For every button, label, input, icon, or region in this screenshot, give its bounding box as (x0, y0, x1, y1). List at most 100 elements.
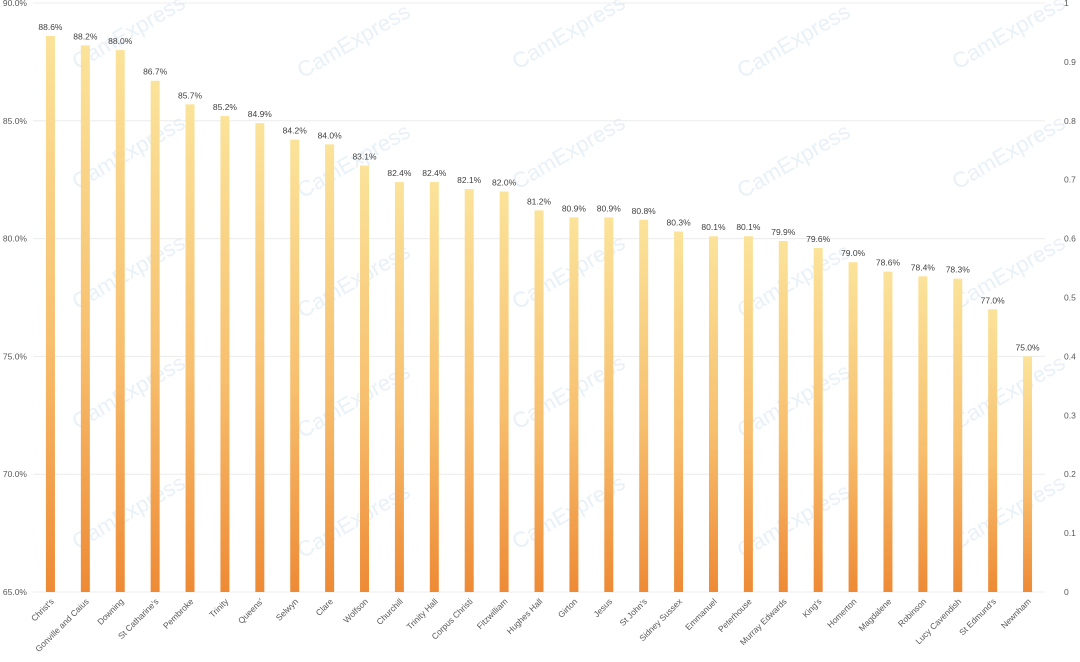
data-label: 79.9% (771, 227, 796, 237)
x-tick-label: Newnham (999, 596, 1033, 630)
bar (45, 35, 55, 592)
y-tick-label: 85.0% (3, 116, 28, 126)
bar (150, 80, 160, 593)
x-tick-label: St Edmund's (957, 596, 998, 637)
data-label: 77.0% (981, 295, 1006, 305)
y-tick-label: 65.0% (3, 587, 28, 597)
bar (185, 104, 195, 593)
data-label: 80.8% (632, 206, 657, 216)
bar (988, 309, 998, 592)
data-label: 82.4% (387, 168, 412, 178)
x-tick-label: Jesus (591, 596, 614, 619)
y-tick-label: 70.0% (3, 469, 28, 479)
y2-tick-label: 1 (1064, 0, 1069, 8)
data-label: 82.4% (422, 168, 447, 178)
y-tick-label: 80.0% (3, 234, 28, 244)
watermark-text: CamExpress (508, 110, 630, 195)
data-label: 86.7% (143, 67, 168, 77)
x-tick-label: Queens' (236, 596, 266, 626)
bars-layer (45, 35, 1033, 593)
bar (464, 189, 474, 592)
bar (918, 276, 928, 592)
data-label: 85.7% (178, 90, 203, 100)
bar (534, 210, 544, 592)
data-label: 84.9% (248, 109, 273, 119)
bar (778, 240, 788, 592)
bar (115, 50, 125, 593)
bar (639, 219, 649, 592)
x-tick-label: Fitzwilliam (475, 596, 510, 631)
watermark-text: CamExpress (733, 118, 855, 203)
y2-tick-label: 0 (1064, 587, 1069, 597)
bar (220, 116, 230, 592)
y2-tick-label: 0.1 (1064, 528, 1076, 538)
y2-tick-label: 0.7 (1064, 175, 1076, 185)
x-tick-label: Homerton (825, 596, 859, 630)
data-label: 80.9% (597, 203, 622, 213)
bar (604, 217, 614, 592)
x-tick-label: Magdalene (857, 596, 894, 633)
x-tick-label: Emmanuel (683, 596, 719, 632)
watermark-text: CamExpress (948, 0, 1070, 74)
bar (290, 139, 300, 592)
bar (848, 262, 858, 592)
x-tick-label: Churchill (374, 596, 405, 627)
x-tick-label: Selwyn (274, 596, 301, 623)
data-label: 85.2% (213, 102, 238, 112)
data-label: 80.1% (736, 222, 761, 232)
x-tick-label: Trinity Hall (404, 596, 439, 631)
data-label: 81.2% (527, 196, 552, 206)
watermark-text: CamExpress (948, 470, 1070, 555)
data-label: 80.9% (562, 203, 587, 213)
data-label: 84.2% (283, 126, 308, 136)
bar (429, 182, 439, 592)
data-label: 80.3% (667, 218, 692, 228)
x-tick-label: Christ's (29, 596, 56, 623)
bar (743, 236, 753, 592)
bar (394, 182, 404, 592)
data-label: 82.1% (457, 175, 482, 185)
data-label: 78.6% (876, 258, 901, 268)
bar (953, 278, 963, 592)
y2-tick-label: 0.5 (1064, 293, 1076, 303)
y2-tick-label: 0.3 (1064, 410, 1076, 420)
data-label: 82.0% (492, 177, 517, 187)
bar-labels-layer: 88.6% 88.2% 88.0% 86.7% 85.7% 85.2% 84.9% 84.2%… (38, 22, 1040, 352)
bar (499, 191, 509, 593)
data-label: 79.0% (841, 248, 866, 258)
x-tick-label: Pembroke (161, 596, 196, 631)
data-label: 75.0% (1015, 342, 1040, 352)
watermark-text: CamExpress (733, 0, 855, 83)
x-tick-label: St John's (617, 596, 649, 628)
x-tick-label: Girton (556, 596, 580, 620)
x-tick-label: Robinson (896, 596, 929, 629)
data-label: 78.4% (911, 262, 936, 272)
bar (255, 123, 265, 592)
y-axis-left: 65.0% 70.0% 75.0% 80.0% 85.0% 90.0% (3, 0, 28, 597)
data-label: 80.1% (701, 222, 726, 232)
bar (325, 144, 335, 593)
y-axis-right: 0 0.1 0.2 0.3 0.4 0.5 0.6 0.7 0.8 0.9 1 (1064, 0, 1076, 597)
x-tick-label: Downing (95, 596, 126, 627)
watermark-text: CamExpress (948, 350, 1070, 435)
data-label: 88.0% (108, 36, 133, 46)
data-label: 84.0% (318, 130, 343, 140)
bar (708, 236, 718, 592)
y2-tick-label: 0.6 (1064, 234, 1076, 244)
x-tick-label: Hughes Hall (505, 596, 545, 636)
y-tick-label: 90.0% (3, 0, 28, 8)
bar (80, 45, 90, 592)
x-tick-label: Clare (314, 596, 336, 618)
y-tick-label: 75.0% (3, 351, 28, 361)
bar (1023, 356, 1033, 592)
y2-tick-label: 0.9 (1064, 57, 1076, 67)
data-label: 88.6% (38, 22, 63, 32)
bar (569, 217, 579, 592)
data-label: 83.1% (352, 152, 377, 162)
watermark-text: CamExpress (948, 110, 1070, 195)
watermark-text: CamExpress (508, 0, 630, 74)
data-label: 78.3% (946, 265, 971, 275)
